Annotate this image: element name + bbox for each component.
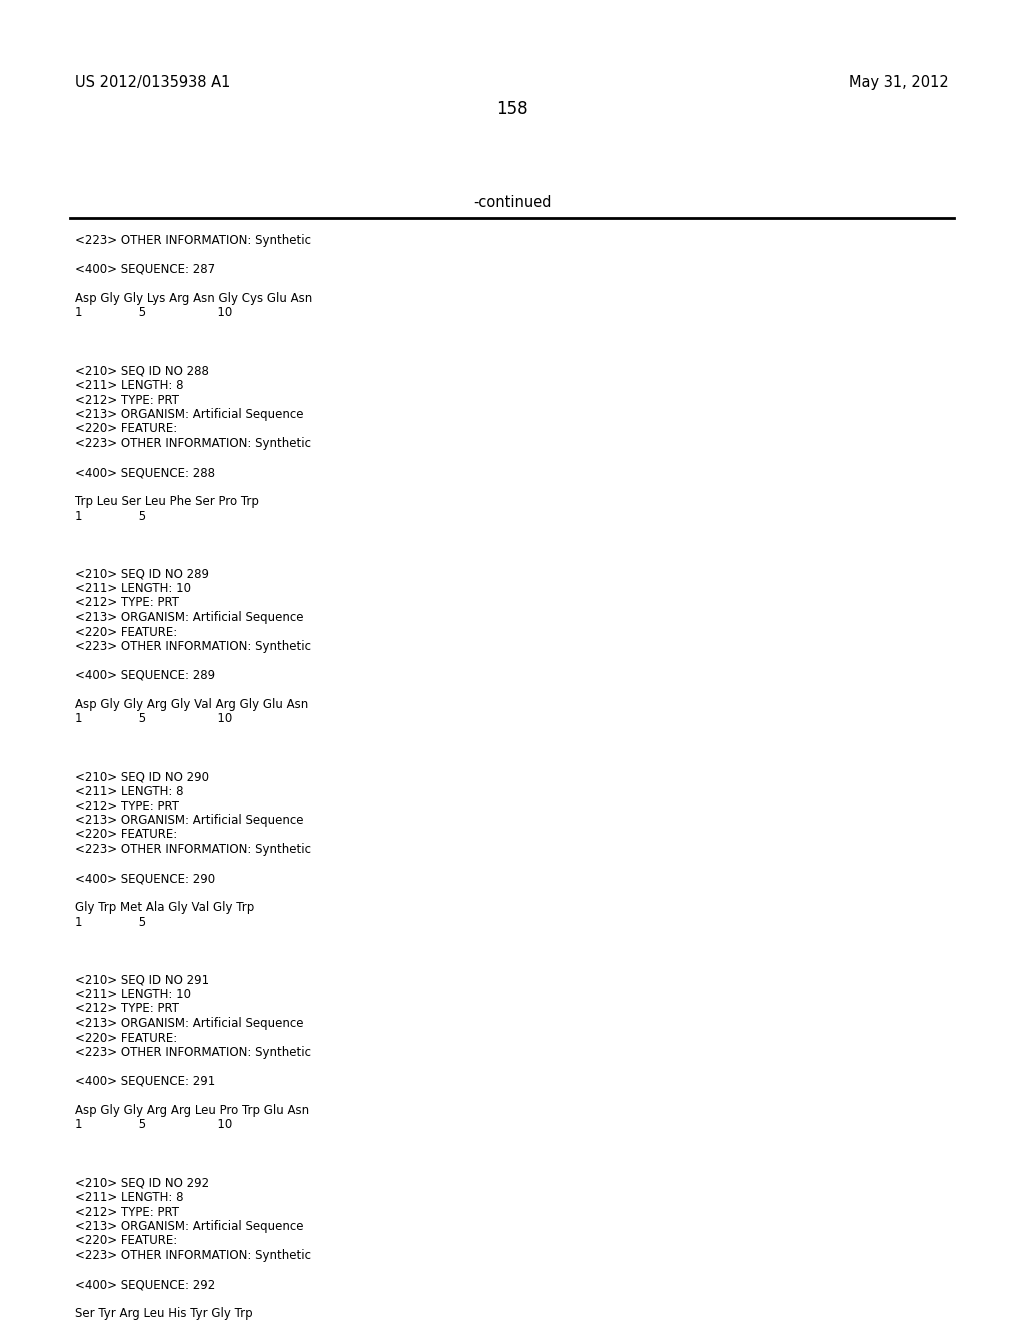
Text: <212> TYPE: PRT: <212> TYPE: PRT [75, 1002, 179, 1015]
Text: <213> ORGANISM: Artificial Sequence: <213> ORGANISM: Artificial Sequence [75, 611, 303, 624]
Text: <211> LENGTH: 8: <211> LENGTH: 8 [75, 1191, 183, 1204]
Text: <210> SEQ ID NO 288: <210> SEQ ID NO 288 [75, 364, 209, 378]
Text: <211> LENGTH: 10: <211> LENGTH: 10 [75, 987, 191, 1001]
Text: <220> FEATURE:: <220> FEATURE: [75, 1031, 177, 1044]
Text: 1               5: 1 5 [75, 510, 146, 523]
Text: <223> OTHER INFORMATION: Synthetic: <223> OTHER INFORMATION: Synthetic [75, 1249, 311, 1262]
Text: Asp Gly Gly Lys Arg Asn Gly Cys Glu Asn: Asp Gly Gly Lys Arg Asn Gly Cys Glu Asn [75, 292, 312, 305]
Text: <211> LENGTH: 8: <211> LENGTH: 8 [75, 379, 183, 392]
Text: <223> OTHER INFORMATION: Synthetic: <223> OTHER INFORMATION: Synthetic [75, 234, 311, 247]
Text: <213> ORGANISM: Artificial Sequence: <213> ORGANISM: Artificial Sequence [75, 1016, 303, 1030]
Text: <220> FEATURE:: <220> FEATURE: [75, 1234, 177, 1247]
Text: <400> SEQUENCE: 290: <400> SEQUENCE: 290 [75, 873, 215, 884]
Text: May 31, 2012: May 31, 2012 [849, 75, 949, 90]
Text: US 2012/0135938 A1: US 2012/0135938 A1 [75, 75, 230, 90]
Text: 1               5                   10: 1 5 10 [75, 1118, 232, 1131]
Text: <223> OTHER INFORMATION: Synthetic: <223> OTHER INFORMATION: Synthetic [75, 640, 311, 653]
Text: <400> SEQUENCE: 289: <400> SEQUENCE: 289 [75, 669, 215, 682]
Text: <210> SEQ ID NO 289: <210> SEQ ID NO 289 [75, 568, 209, 581]
Text: 1               5: 1 5 [75, 916, 146, 928]
Text: -continued: -continued [473, 195, 551, 210]
Text: Gly Trp Met Ala Gly Val Gly Trp: Gly Trp Met Ala Gly Val Gly Trp [75, 902, 254, 913]
Text: Trp Leu Ser Leu Phe Ser Pro Trp: Trp Leu Ser Leu Phe Ser Pro Trp [75, 495, 259, 508]
Text: <400> SEQUENCE: 291: <400> SEQUENCE: 291 [75, 1074, 215, 1088]
Text: <210> SEQ ID NO 291: <210> SEQ ID NO 291 [75, 974, 209, 986]
Text: <400> SEQUENCE: 288: <400> SEQUENCE: 288 [75, 466, 215, 479]
Text: <213> ORGANISM: Artificial Sequence: <213> ORGANISM: Artificial Sequence [75, 814, 303, 828]
Text: <212> TYPE: PRT: <212> TYPE: PRT [75, 597, 179, 610]
Text: <223> OTHER INFORMATION: Synthetic: <223> OTHER INFORMATION: Synthetic [75, 437, 311, 450]
Text: <211> LENGTH: 8: <211> LENGTH: 8 [75, 785, 183, 799]
Text: <212> TYPE: PRT: <212> TYPE: PRT [75, 1205, 179, 1218]
Text: 1               5                   10: 1 5 10 [75, 306, 232, 319]
Text: 1               5                   10: 1 5 10 [75, 713, 232, 726]
Text: <400> SEQUENCE: 292: <400> SEQUENCE: 292 [75, 1278, 215, 1291]
Text: <220> FEATURE:: <220> FEATURE: [75, 422, 177, 436]
Text: 158: 158 [497, 100, 527, 117]
Text: <220> FEATURE:: <220> FEATURE: [75, 829, 177, 842]
Text: Asp Gly Gly Arg Gly Val Arg Gly Glu Asn: Asp Gly Gly Arg Gly Val Arg Gly Glu Asn [75, 698, 308, 711]
Text: <210> SEQ ID NO 292: <210> SEQ ID NO 292 [75, 1176, 209, 1189]
Text: <212> TYPE: PRT: <212> TYPE: PRT [75, 800, 179, 813]
Text: <213> ORGANISM: Artificial Sequence: <213> ORGANISM: Artificial Sequence [75, 1220, 303, 1233]
Text: <211> LENGTH: 10: <211> LENGTH: 10 [75, 582, 191, 595]
Text: <220> FEATURE:: <220> FEATURE: [75, 626, 177, 639]
Text: <223> OTHER INFORMATION: Synthetic: <223> OTHER INFORMATION: Synthetic [75, 843, 311, 855]
Text: <210> SEQ ID NO 290: <210> SEQ ID NO 290 [75, 771, 209, 784]
Text: <223> OTHER INFORMATION: Synthetic: <223> OTHER INFORMATION: Synthetic [75, 1045, 311, 1059]
Text: Ser Tyr Arg Leu His Tyr Gly Trp: Ser Tyr Arg Leu His Tyr Gly Trp [75, 1307, 253, 1320]
Text: <400> SEQUENCE: 287: <400> SEQUENCE: 287 [75, 263, 215, 276]
Text: <213> ORGANISM: Artificial Sequence: <213> ORGANISM: Artificial Sequence [75, 408, 303, 421]
Text: Asp Gly Gly Arg Arg Leu Pro Trp Glu Asn: Asp Gly Gly Arg Arg Leu Pro Trp Glu Asn [75, 1104, 309, 1117]
Text: <212> TYPE: PRT: <212> TYPE: PRT [75, 393, 179, 407]
